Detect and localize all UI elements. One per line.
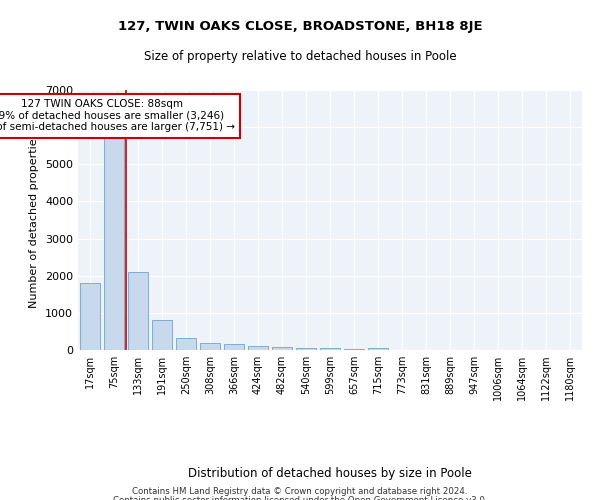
Text: Distribution of detached houses by size in Poole: Distribution of detached houses by size … <box>188 467 472 480</box>
Bar <box>320 348 340 350</box>
Y-axis label: Number of detached properties: Number of detached properties <box>29 132 40 308</box>
Text: Contains HM Land Registry data © Crown copyright and database right 2024.: Contains HM Land Registry data © Crown c… <box>132 488 468 496</box>
Text: 127 TWIN OAKS CLOSE: 88sqm
← 29% of detached houses are smaller (3,246)
70% of s: 127 TWIN OAKS CLOSE: 88sqm ← 29% of deta… <box>0 100 235 132</box>
Bar <box>104 136 124 350</box>
Bar <box>296 348 316 350</box>
Bar <box>80 283 100 350</box>
Bar <box>248 346 268 350</box>
Bar <box>368 348 388 350</box>
Text: Size of property relative to detached houses in Poole: Size of property relative to detached ho… <box>143 50 457 63</box>
Bar <box>176 338 196 350</box>
Bar <box>128 272 148 350</box>
Bar <box>200 342 220 350</box>
Bar <box>344 349 364 350</box>
Text: Contains public sector information licensed under the Open Government Licence v3: Contains public sector information licen… <box>113 496 487 500</box>
Bar <box>152 320 172 350</box>
Bar <box>224 344 244 350</box>
Bar <box>272 347 292 350</box>
Text: 127, TWIN OAKS CLOSE, BROADSTONE, BH18 8JE: 127, TWIN OAKS CLOSE, BROADSTONE, BH18 8… <box>118 20 482 33</box>
